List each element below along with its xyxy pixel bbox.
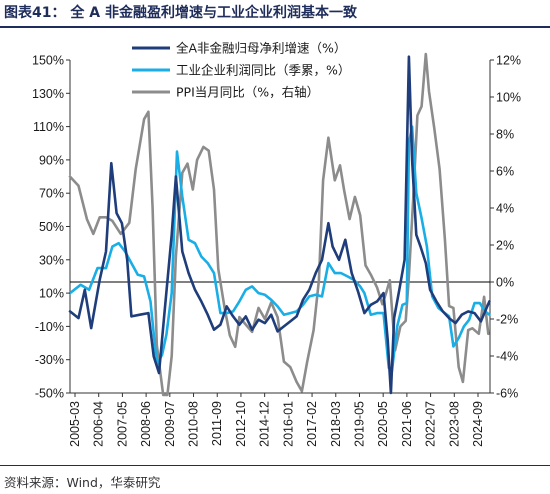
right-tick-label: 10% bbox=[496, 91, 521, 105]
left-tick-label: 30% bbox=[39, 253, 64, 267]
left-tick-label: 50% bbox=[39, 220, 64, 234]
series-layer bbox=[68, 52, 491, 397]
x-tick-label: 2009-07 bbox=[163, 401, 177, 447]
x-tick-label: 2010-08 bbox=[187, 401, 201, 447]
right-tick-label: -6% bbox=[496, 387, 518, 401]
left-tick-label: -10% bbox=[35, 320, 64, 334]
x-tick-label: 2024-09 bbox=[471, 401, 485, 447]
x-tick-label: 2016-01 bbox=[281, 401, 295, 447]
x-tick-label: 2017-02 bbox=[305, 401, 319, 447]
axis-layer: 150% 130% 110% 90% 70% 50% 30% 10% -10% -30% -50% 1… bbox=[32, 54, 521, 447]
left-tick-label: -30% bbox=[35, 353, 64, 367]
right-tick-label: 8% bbox=[496, 128, 514, 142]
right-tick-label: 6% bbox=[496, 165, 514, 179]
title-divider bbox=[0, 26, 550, 28]
legend-label-3: PPI当月同比（%，右轴） bbox=[176, 85, 319, 100]
right-tick-label: 4% bbox=[496, 202, 514, 216]
right-tick-label: -4% bbox=[496, 350, 518, 364]
x-tick-label: 2014-12 bbox=[258, 401, 272, 447]
x-tick-label: 2018-03 bbox=[329, 401, 343, 447]
source-divider bbox=[0, 465, 550, 466]
right-tick-label: -2% bbox=[496, 313, 518, 327]
x-tick-label: 2011-09 bbox=[210, 401, 224, 446]
right-tick-label: 0% bbox=[496, 276, 514, 290]
right-tick-label: 12% bbox=[496, 54, 521, 68]
x-tick-label: 2008-06 bbox=[139, 401, 153, 447]
left-tick-label: 130% bbox=[32, 87, 64, 101]
line-chart: 150% 130% 110% 90% 70% 50% 30% 10% -10% -30% -50% 1… bbox=[32, 41, 521, 447]
figure-title: 图表41： 全 A 非金融盈利增速与工业企业利润基本一致 bbox=[4, 5, 357, 21]
legend-label-1: 全A非金融归母净利增速（%） bbox=[176, 41, 346, 56]
x-tick-label: 2005-03 bbox=[68, 401, 82, 447]
x-tick-label: 2007-05 bbox=[115, 401, 129, 447]
x-tick-label: 2023-08 bbox=[447, 401, 461, 447]
legend: 全A非金融归母净利增速（%） 工业企业利润同比（季累，%） PPI当月同比（%，右轴… bbox=[132, 41, 350, 100]
x-tick-label: 2021-06 bbox=[400, 401, 414, 447]
left-tick-label: 10% bbox=[39, 287, 64, 301]
left-tick-label: 90% bbox=[39, 153, 64, 167]
x-tick-label: 2022-07 bbox=[424, 401, 438, 447]
left-tick-label: 150% bbox=[32, 54, 64, 68]
x-tick-label: 2020-05 bbox=[376, 401, 390, 447]
x-tick-label: 2019-05 bbox=[352, 401, 366, 447]
left-tick-label: 110% bbox=[33, 120, 64, 134]
left-tick-label: 70% bbox=[39, 187, 64, 201]
series-line-3 bbox=[68, 52, 490, 397]
legend-label-2: 工业企业利润同比（季累，%） bbox=[176, 63, 350, 78]
source-note: 资料来源：Wind，华泰研究 bbox=[4, 475, 161, 490]
series-line-1 bbox=[68, 55, 491, 395]
left-tick-label: -50% bbox=[35, 387, 64, 401]
x-tick-label: 2006-04 bbox=[92, 401, 106, 447]
x-tick-label: 2012-10 bbox=[234, 401, 248, 447]
right-tick-label: 2% bbox=[496, 239, 514, 253]
